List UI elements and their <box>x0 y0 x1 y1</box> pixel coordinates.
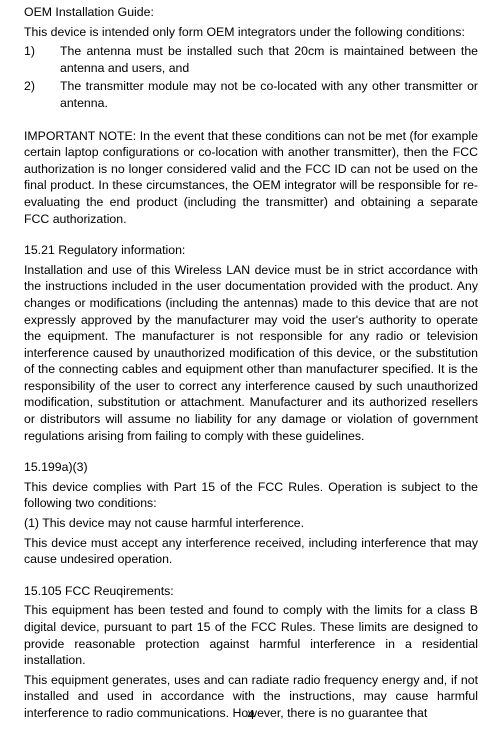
spacer <box>24 230 478 242</box>
sec-105-p1: This equipment has been tested and found… <box>24 602 478 668</box>
oem-guide-intro: This device is intended only form OEM in… <box>24 24 478 41</box>
sec-199a3-title: 15.199a)(3) <box>24 459 478 476</box>
regulatory-title: 15.21 Regulatory information: <box>24 242 478 259</box>
important-note: IMPORTANT NOTE: In the event that these … <box>24 128 478 228</box>
oem-guide-title: OEM Installation Guide: <box>24 4 478 21</box>
regulatory-body: Installation and use of this Wireless LA… <box>24 262 478 445</box>
spacer <box>24 114 478 128</box>
list-item: 2) The transmitter module may not be co-… <box>24 78 478 111</box>
oem-conditions-list: 1) The antenna must be installed such th… <box>24 43 478 111</box>
list-number: 1) <box>24 43 60 76</box>
list-text: The transmitter module may not be co-loc… <box>60 78 478 111</box>
spacer <box>24 447 478 459</box>
sec-105-title: 15.105 FCC Reuqirements: <box>24 583 478 600</box>
page-number: 4 <box>0 707 502 722</box>
page: OEM Installation Guide: This device is i… <box>0 0 502 732</box>
list-item: 1) The antenna must be installed such th… <box>24 43 478 76</box>
sec-199a3-p1: This device complies with Part 15 of the… <box>24 479 478 512</box>
list-text: The antenna must be installed such that … <box>60 43 478 76</box>
list-number: 2) <box>24 78 60 111</box>
sec-199a3-p3: This device must accept any interference… <box>24 535 478 568</box>
spacer <box>24 571 478 583</box>
sec-199a3-p2: (1) This device may not cause harmful in… <box>24 515 478 532</box>
